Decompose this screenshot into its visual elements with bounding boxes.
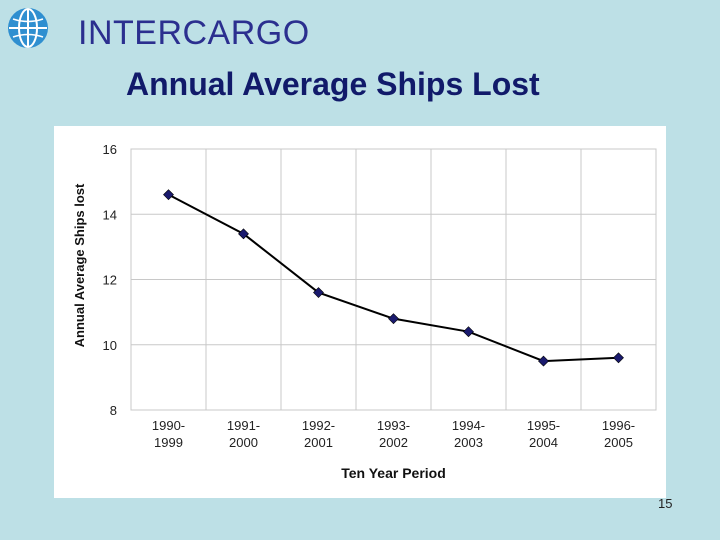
chart-panel: 8 10 12 14 16 1990-1999 1991-2000 1992-2001 1993… [54,126,666,498]
x-tick-label: 1991-2000 [227,418,260,450]
y-tick-label: 14 [103,207,117,222]
brand-name: INTERCARGO [78,14,310,52]
globe-icon [8,8,48,48]
x-axis-title: Ten Year Period [341,465,446,481]
line-chart: 8 10 12 14 16 1990-1999 1991-2000 1992-2001 1993… [72,142,657,481]
data-point [238,228,249,240]
y-axis-title: Annual Average Ships lost [72,183,87,347]
page-number: 15 [658,496,673,511]
y-tick-label: 8 [110,403,117,418]
x-tick-label: 1995-2004 [527,418,560,450]
y-tick-label: 10 [103,338,117,353]
x-tick-label: 1990-1999 [152,418,185,450]
data-point [163,189,174,201]
data-point [463,326,474,338]
x-tick-label: 1993-2002 [377,418,410,450]
slide-title: Annual Average Ships Lost [126,66,540,102]
x-tick-label: 1994-2003 [452,418,485,450]
y-tick-label: 16 [103,142,117,157]
y-tick-label: 12 [103,273,117,288]
data-point [538,355,549,367]
data-point [388,313,399,325]
data-point [613,352,624,364]
x-tick-label: 1992-2001 [302,418,335,450]
data-point [313,287,324,298]
x-tick-label: 1996-2005 [602,418,635,450]
